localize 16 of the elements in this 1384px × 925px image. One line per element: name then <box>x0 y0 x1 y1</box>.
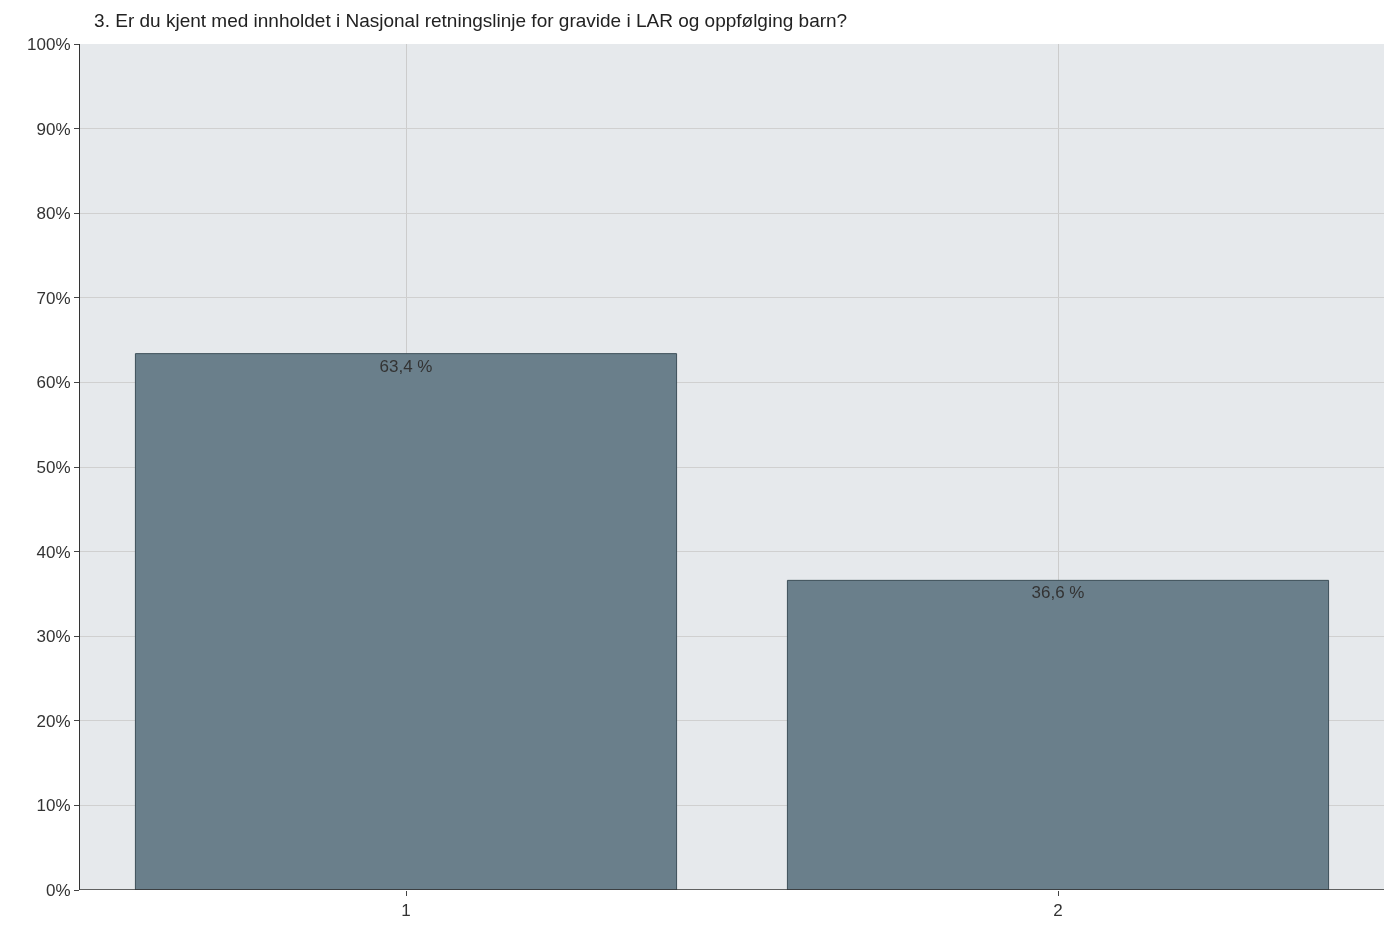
y-tick-label: 0% <box>46 880 71 900</box>
y-tick-label: 70% <box>36 288 71 308</box>
chart-title: 3. Er du kjent med innholdet i Nasjonal retningslinje for gravide i LAR og oppfølging barn? <box>94 10 848 32</box>
y-tick-label: 40% <box>36 542 71 562</box>
y-tick-label: 60% <box>36 373 71 393</box>
y-tick-label: 10% <box>36 796 71 816</box>
y-tick-label: 80% <box>36 204 71 224</box>
y-tick-label: 20% <box>36 711 71 731</box>
y-tick-label: 50% <box>36 457 71 477</box>
data-label: 63,4 % <box>379 356 433 376</box>
data-label: 36,6 % <box>1031 583 1085 603</box>
x-tick-label: 1 <box>401 901 411 921</box>
y-tick-label: 30% <box>36 627 71 647</box>
y-tick-label: 100% <box>27 34 71 54</box>
x-tick-label: 2 <box>1053 901 1063 921</box>
y-tick-label: 90% <box>36 119 71 139</box>
